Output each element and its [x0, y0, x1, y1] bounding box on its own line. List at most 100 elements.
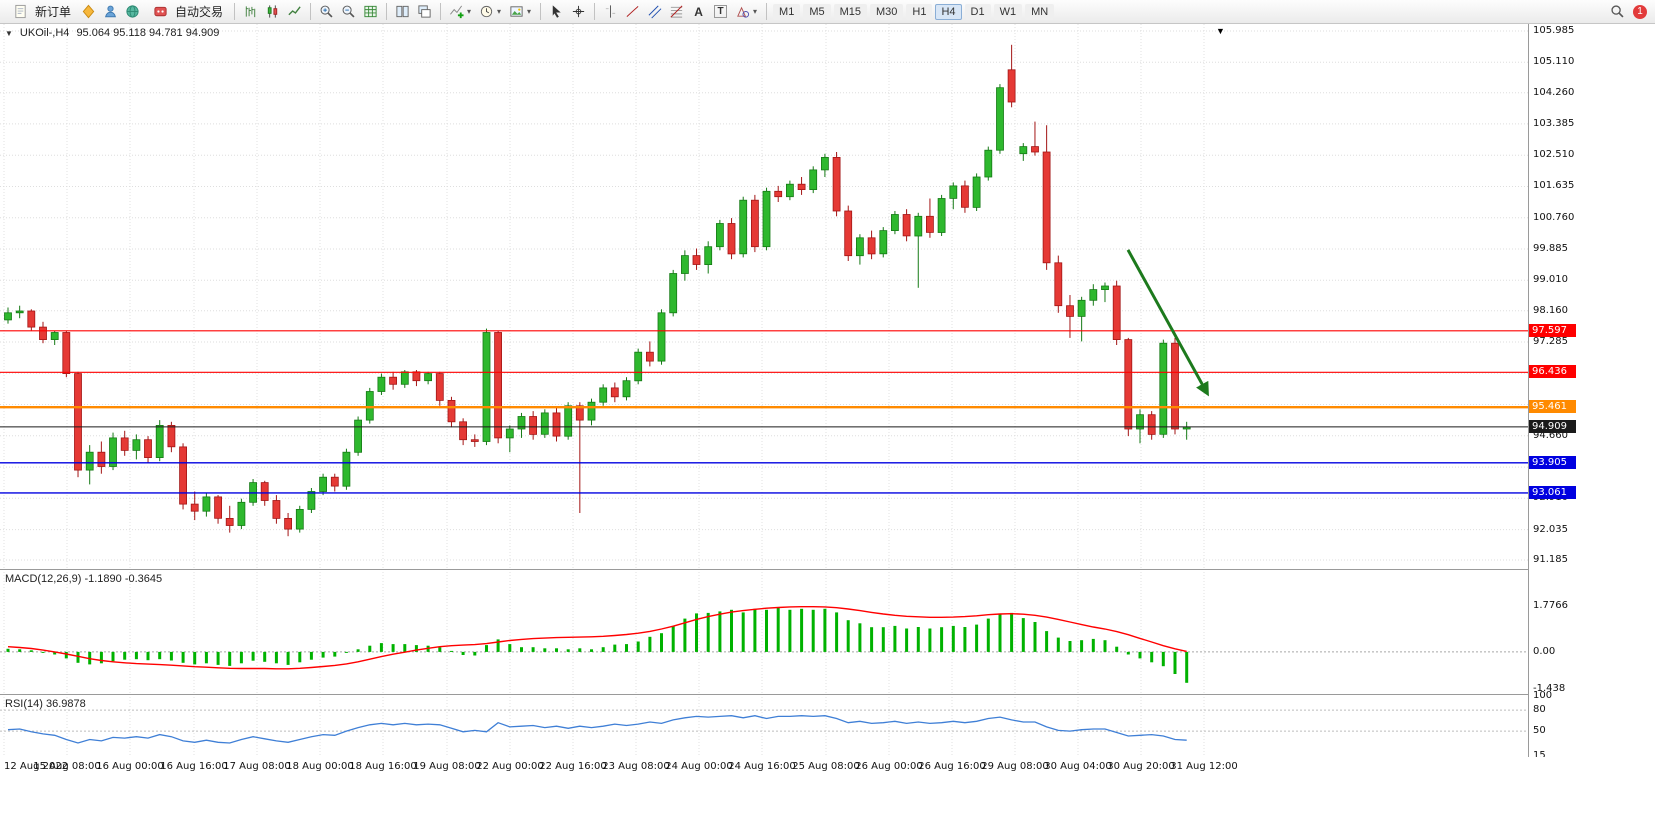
grid-icon[interactable] — [360, 2, 381, 21]
toolbar-separator — [766, 3, 768, 20]
pane-divider[interactable] — [0, 569, 1655, 570]
price-chart-pane[interactable] — [0, 24, 1528, 569]
time-axis-label: 30 Aug 04:00 — [1044, 761, 1112, 772]
timeframe-m5[interactable]: M5 — [803, 3, 831, 20]
bar-chart-icon[interactable] — [240, 2, 261, 21]
macd-histogram-bar — [1068, 641, 1072, 652]
triangle-down-icon[interactable]: ▼ — [5, 28, 13, 38]
auto-trading-button[interactable]: 自动交易 — [144, 2, 229, 21]
indicators-icon[interactable] — [446, 2, 467, 21]
timeframe-m30[interactable]: M30 — [870, 3, 904, 20]
timeframe-h1[interactable]: H1 — [906, 3, 933, 20]
candle-body — [354, 419, 363, 453]
price-scale-label: 98.160 — [1533, 304, 1568, 316]
notification-badge[interactable]: 1 — [1633, 4, 1647, 19]
trendline-icon[interactable] — [622, 2, 643, 21]
shapes-icon[interactable] — [732, 2, 753, 21]
macd-histogram-bar — [928, 628, 932, 652]
label-icon[interactable]: T — [710, 2, 731, 21]
pane-divider[interactable] — [0, 694, 1655, 695]
timeframe-w1[interactable]: W1 — [993, 3, 1023, 20]
candle-body — [832, 156, 841, 212]
search-icon[interactable] — [1607, 2, 1628, 21]
timeframe-m15[interactable]: M15 — [833, 3, 867, 20]
macd-histogram-bar — [823, 608, 827, 652]
candle-body — [214, 496, 223, 519]
objects-icon[interactable] — [506, 2, 527, 21]
candle-body — [716, 223, 724, 248]
candle-body — [260, 482, 269, 501]
candle-body — [39, 326, 47, 341]
candle-body — [692, 255, 701, 265]
macd-histogram-bar — [881, 627, 885, 652]
line-chart-icon[interactable] — [284, 2, 305, 21]
macd-histogram-bar — [1138, 651, 1142, 659]
candle-body — [844, 210, 853, 257]
candle-body — [272, 500, 281, 519]
macd-histogram-bar — [473, 651, 477, 656]
globe-icon[interactable] — [122, 2, 143, 21]
candle-body — [996, 87, 1004, 151]
cursor-icon[interactable] — [546, 2, 567, 21]
macd-histogram-bar — [718, 611, 722, 652]
macd-histogram-bar — [951, 625, 955, 652]
candle-body — [529, 416, 537, 435]
candle-body — [190, 503, 199, 512]
channel-icon[interactable] — [644, 2, 665, 21]
price-scale[interactable]: 105.985 105.110 104.260 103.385 102.510 101.6… — [1529, 24, 1655, 777]
candle-body — [552, 412, 561, 437]
time-axis[interactable]: 12 Aug 2022 15 Aug 08:00 16 Aug 00:00 16 Au… — [0, 757, 1655, 777]
candle-body — [821, 156, 829, 171]
fibonacci-icon[interactable] — [666, 2, 687, 21]
new-order-label: 新订单 — [35, 5, 72, 19]
chart-symbol-period: UKOil-,H4 — [19, 27, 70, 39]
vertical-line-icon[interactable] — [600, 2, 621, 21]
candle-body — [132, 439, 141, 451]
trend-arrow-annotation[interactable] — [1126, 249, 1209, 397]
crosshair-icon[interactable] — [568, 2, 589, 21]
chart-area[interactable]: ▼ UKOil-,H4 95.064 95.118 94.781 94.909 … — [0, 24, 1655, 819]
candle-body — [762, 190, 771, 248]
candle-body — [1077, 299, 1086, 317]
macd-histogram-bar — [298, 651, 302, 663]
macd-histogram-bar — [1080, 640, 1084, 652]
timeframe-m1[interactable]: M1 — [773, 3, 801, 20]
market-watch-icon[interactable] — [78, 2, 99, 21]
new-order-button[interactable]: 新订单 — [4, 2, 77, 21]
macd-histogram-bar — [193, 651, 197, 665]
macd-indicator-pane[interactable] — [0, 569, 1528, 694]
clock-icon[interactable] — [476, 2, 497, 21]
chevron-down-icon[interactable]: ▾ — [527, 7, 532, 16]
main-toolbar: 新订单 自动交易 — [0, 0, 1655, 24]
zoom-in-icon[interactable] — [316, 2, 337, 21]
candle-body — [225, 517, 234, 526]
candlestick-icon[interactable] — [262, 2, 283, 21]
price-line-label: 96.436 — [1529, 365, 1576, 379]
macd-histogram-bar — [566, 649, 570, 652]
macd-histogram-bar — [485, 645, 488, 652]
candle-body — [972, 176, 981, 208]
chart-shift-marker[interactable]: ▼ — [1216, 26, 1225, 36]
candle-body — [926, 215, 934, 233]
macd-histogram-bar — [893, 625, 897, 652]
chevron-down-icon[interactable]: ▾ — [753, 7, 758, 16]
candle-body — [412, 371, 421, 382]
chevron-down-icon[interactable]: ▾ — [497, 7, 502, 16]
zoom-out-icon[interactable] — [338, 2, 359, 21]
timeframe-mn[interactable]: MN — [1025, 3, 1055, 20]
macd-histogram-bar — [695, 613, 698, 652]
candle-body — [424, 373, 433, 382]
candle-body — [1042, 151, 1051, 264]
cascade-windows-icon[interactable] — [414, 2, 435, 21]
tile-windows-icon[interactable] — [392, 2, 413, 21]
macd-histogram-bar — [309, 651, 313, 660]
rsi-indicator-pane[interactable] — [0, 694, 1528, 757]
macd-histogram-bar — [916, 627, 920, 652]
text-icon[interactable]: A — [694, 4, 703, 19]
timeframe-h4[interactable]: H4 — [935, 3, 962, 20]
candle-body — [179, 446, 188, 505]
time-axis-label: 19 Aug 08:00 — [413, 761, 481, 772]
timeframe-d1[interactable]: D1 — [964, 3, 991, 20]
chevron-down-icon[interactable]: ▾ — [467, 7, 472, 16]
profile-icon[interactable] — [100, 2, 121, 21]
